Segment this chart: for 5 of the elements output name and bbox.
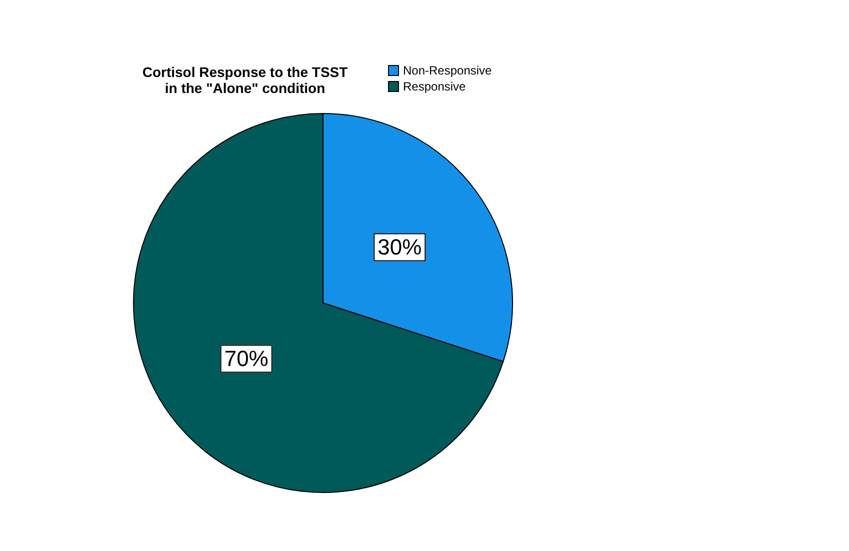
legend-label: Non-Responsive bbox=[403, 63, 492, 78]
data-label: 30% bbox=[378, 234, 422, 260]
data-label: 70% bbox=[224, 346, 268, 371]
legend-label: Responsive bbox=[403, 79, 466, 94]
text: Cortisol Response to the TSST in the "Alone" condition bbox=[142, 64, 348, 96]
